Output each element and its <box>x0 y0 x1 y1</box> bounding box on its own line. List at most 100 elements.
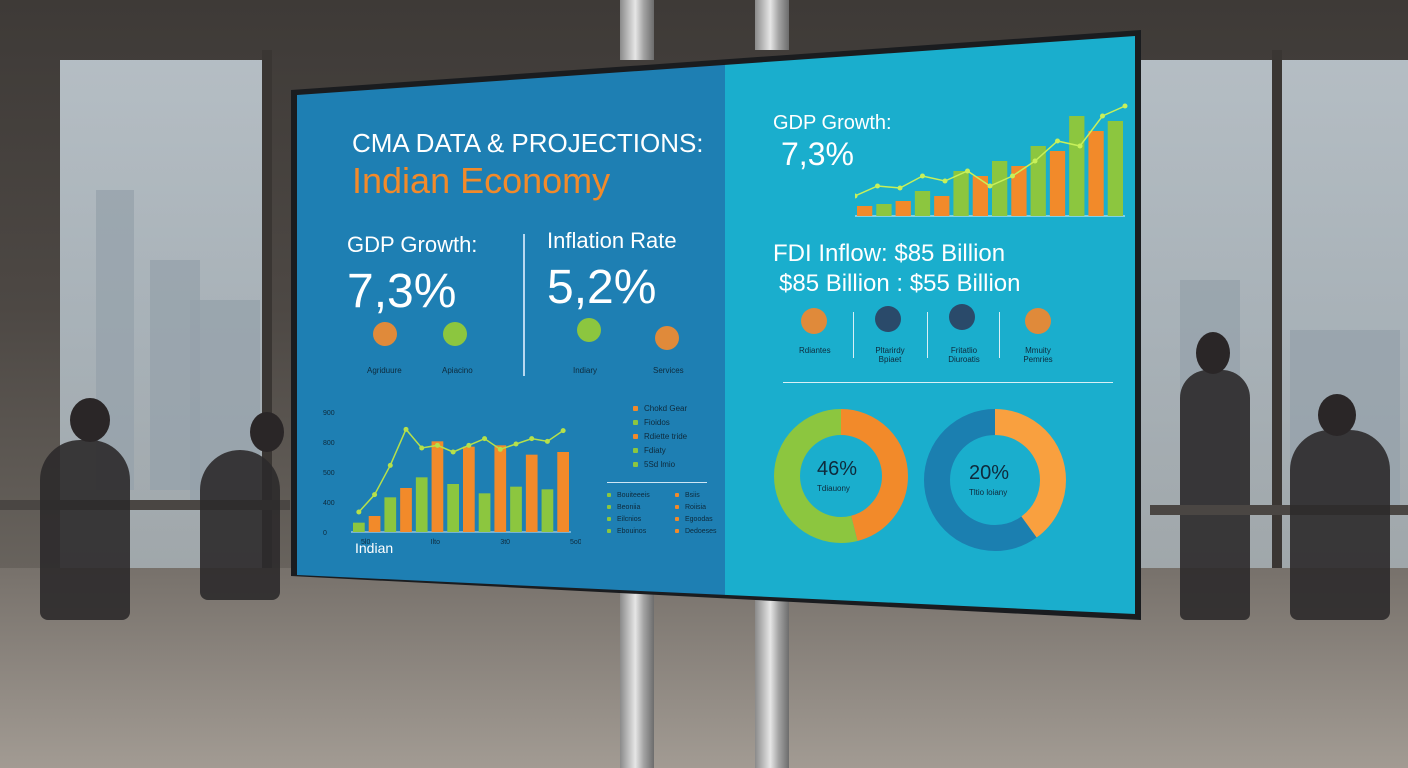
floor <box>0 568 1408 768</box>
desk <box>1150 505 1408 515</box>
legend-swatch <box>633 462 638 468</box>
donut-value: 20% <box>969 462 1010 484</box>
kpi-label-inflation: Inflation Rate <box>547 228 677 253</box>
trend-point <box>387 462 393 468</box>
x-tick-label: 5l0 <box>361 539 370 546</box>
donut-label: Tdiauony <box>817 484 850 493</box>
legend-swatch <box>633 406 638 412</box>
fdi-inflow-label: FDI Inflow: $85 Billion <box>773 240 1006 267</box>
person-head <box>1196 332 1230 374</box>
donut-slice <box>774 409 908 543</box>
legend-item: Fdiaty <box>633 444 687 458</box>
trend-point <box>920 173 925 179</box>
trend-point <box>875 183 880 189</box>
y-tick-label: 800 <box>323 440 335 447</box>
dashboard-screen: CMA DATA & PROJECTIONS: Indian Economy G… <box>297 36 1135 614</box>
legend-text: Fioidos <box>644 418 670 427</box>
y-tick-label: 0 <box>323 530 327 537</box>
legend-row: Bouiteeeis Bsiis <box>607 490 717 502</box>
chart-bar <box>857 206 873 216</box>
gdp-value: 7,3% <box>781 136 854 172</box>
legend-text: 5Sd lmio <box>644 460 676 469</box>
chart-bar <box>400 488 412 532</box>
icon-label: Mmuity Pemries <box>1023 346 1053 364</box>
fdi-comparison: $85 Billion : $55 Billion <box>779 270 1021 297</box>
trend-point <box>1100 113 1105 119</box>
services-icon <box>655 326 679 350</box>
legend-swatch <box>633 434 638 440</box>
industry-icon <box>577 318 601 342</box>
legend-text: Ebouinos <box>617 528 647 535</box>
desk <box>0 500 290 510</box>
trend-point <box>897 185 903 191</box>
icon-label: Fritatlio Diuroatis <box>948 346 980 364</box>
trend-point <box>987 183 993 189</box>
chart-bar <box>541 489 554 532</box>
chart-bar <box>992 161 1008 216</box>
sector-label: Agriduure <box>367 366 402 375</box>
worker-icon <box>443 322 467 346</box>
mount-pole <box>620 590 654 768</box>
chart-bar <box>1069 116 1085 216</box>
legend-text: Dedoeses <box>685 528 717 535</box>
chart-bar <box>525 454 538 532</box>
window-frame <box>262 50 272 578</box>
trend-line <box>855 105 1126 197</box>
trend-point <box>1010 173 1015 179</box>
legend-row: Ebouinos Dedoeses <box>607 526 717 538</box>
donut-chart <box>774 409 908 543</box>
divider <box>853 312 854 358</box>
legend-text: Eilcnios <box>617 516 642 523</box>
bar-line-chart: 900 800 500 400 0 5l0 Ilto 3t0 5o0 <box>323 410 581 546</box>
legend-text: Bsiis <box>685 492 700 499</box>
trend-point <box>482 436 488 442</box>
trend-point <box>1077 143 1083 149</box>
chart-bar <box>914 191 931 216</box>
legend: Chokd Gear Fioidos Rdiette tride Fdiaty … <box>633 402 687 472</box>
legend-row: Beoniia Roiisia <box>607 502 717 514</box>
legend-swatch <box>675 517 679 522</box>
chart-bar <box>972 176 988 216</box>
person-seated <box>40 440 130 620</box>
legend-swatch <box>633 448 638 454</box>
person-icon <box>949 304 975 330</box>
sector-label: Apiacino <box>442 366 473 375</box>
chart-bar <box>431 441 444 532</box>
legend-text: Rdiette tride <box>644 432 688 441</box>
legend-swatch <box>675 505 679 510</box>
trend-point <box>466 442 472 448</box>
trend-point <box>1122 103 1128 109</box>
mount-pole <box>755 0 789 50</box>
chart-bar <box>463 446 475 532</box>
trend-point <box>450 449 456 455</box>
chart-bar <box>1049 151 1066 216</box>
x-tick-label: Ilto <box>431 539 440 546</box>
reforms-icon <box>801 308 827 334</box>
gdp-label: GDP Growth: <box>773 112 892 134</box>
legend-swatch <box>607 529 611 534</box>
chart-bar <box>447 484 459 532</box>
chart-bar <box>1088 131 1104 216</box>
person-head <box>70 398 110 442</box>
agriculture-icon <box>373 322 397 346</box>
y-tick-label: 900 <box>323 410 335 417</box>
legend-text: Bouiteeeis <box>617 492 650 499</box>
trend-point <box>513 441 519 447</box>
trend-point <box>1055 138 1060 144</box>
icon-label: Pltarirdy Bpiaet <box>875 346 905 364</box>
trend-point <box>434 442 440 448</box>
chart-bar <box>1011 166 1027 216</box>
donut-label: Tltio loiany <box>969 488 1008 497</box>
legend-item: Chokd Gear <box>633 402 687 416</box>
trend-point <box>942 178 948 184</box>
trend-point <box>529 436 535 442</box>
chart-bar <box>895 201 911 216</box>
divider <box>783 382 1113 383</box>
trend-point <box>1032 158 1038 164</box>
legend-text: Egoodas <box>685 516 713 523</box>
legend-item: Rdiette tride <box>633 430 687 444</box>
divider <box>607 482 707 483</box>
chart-bar <box>876 204 892 216</box>
legend-item: Fioidos <box>633 416 687 430</box>
left-panel: CMA DATA & PROJECTIONS: Indian Economy G… <box>297 36 725 614</box>
